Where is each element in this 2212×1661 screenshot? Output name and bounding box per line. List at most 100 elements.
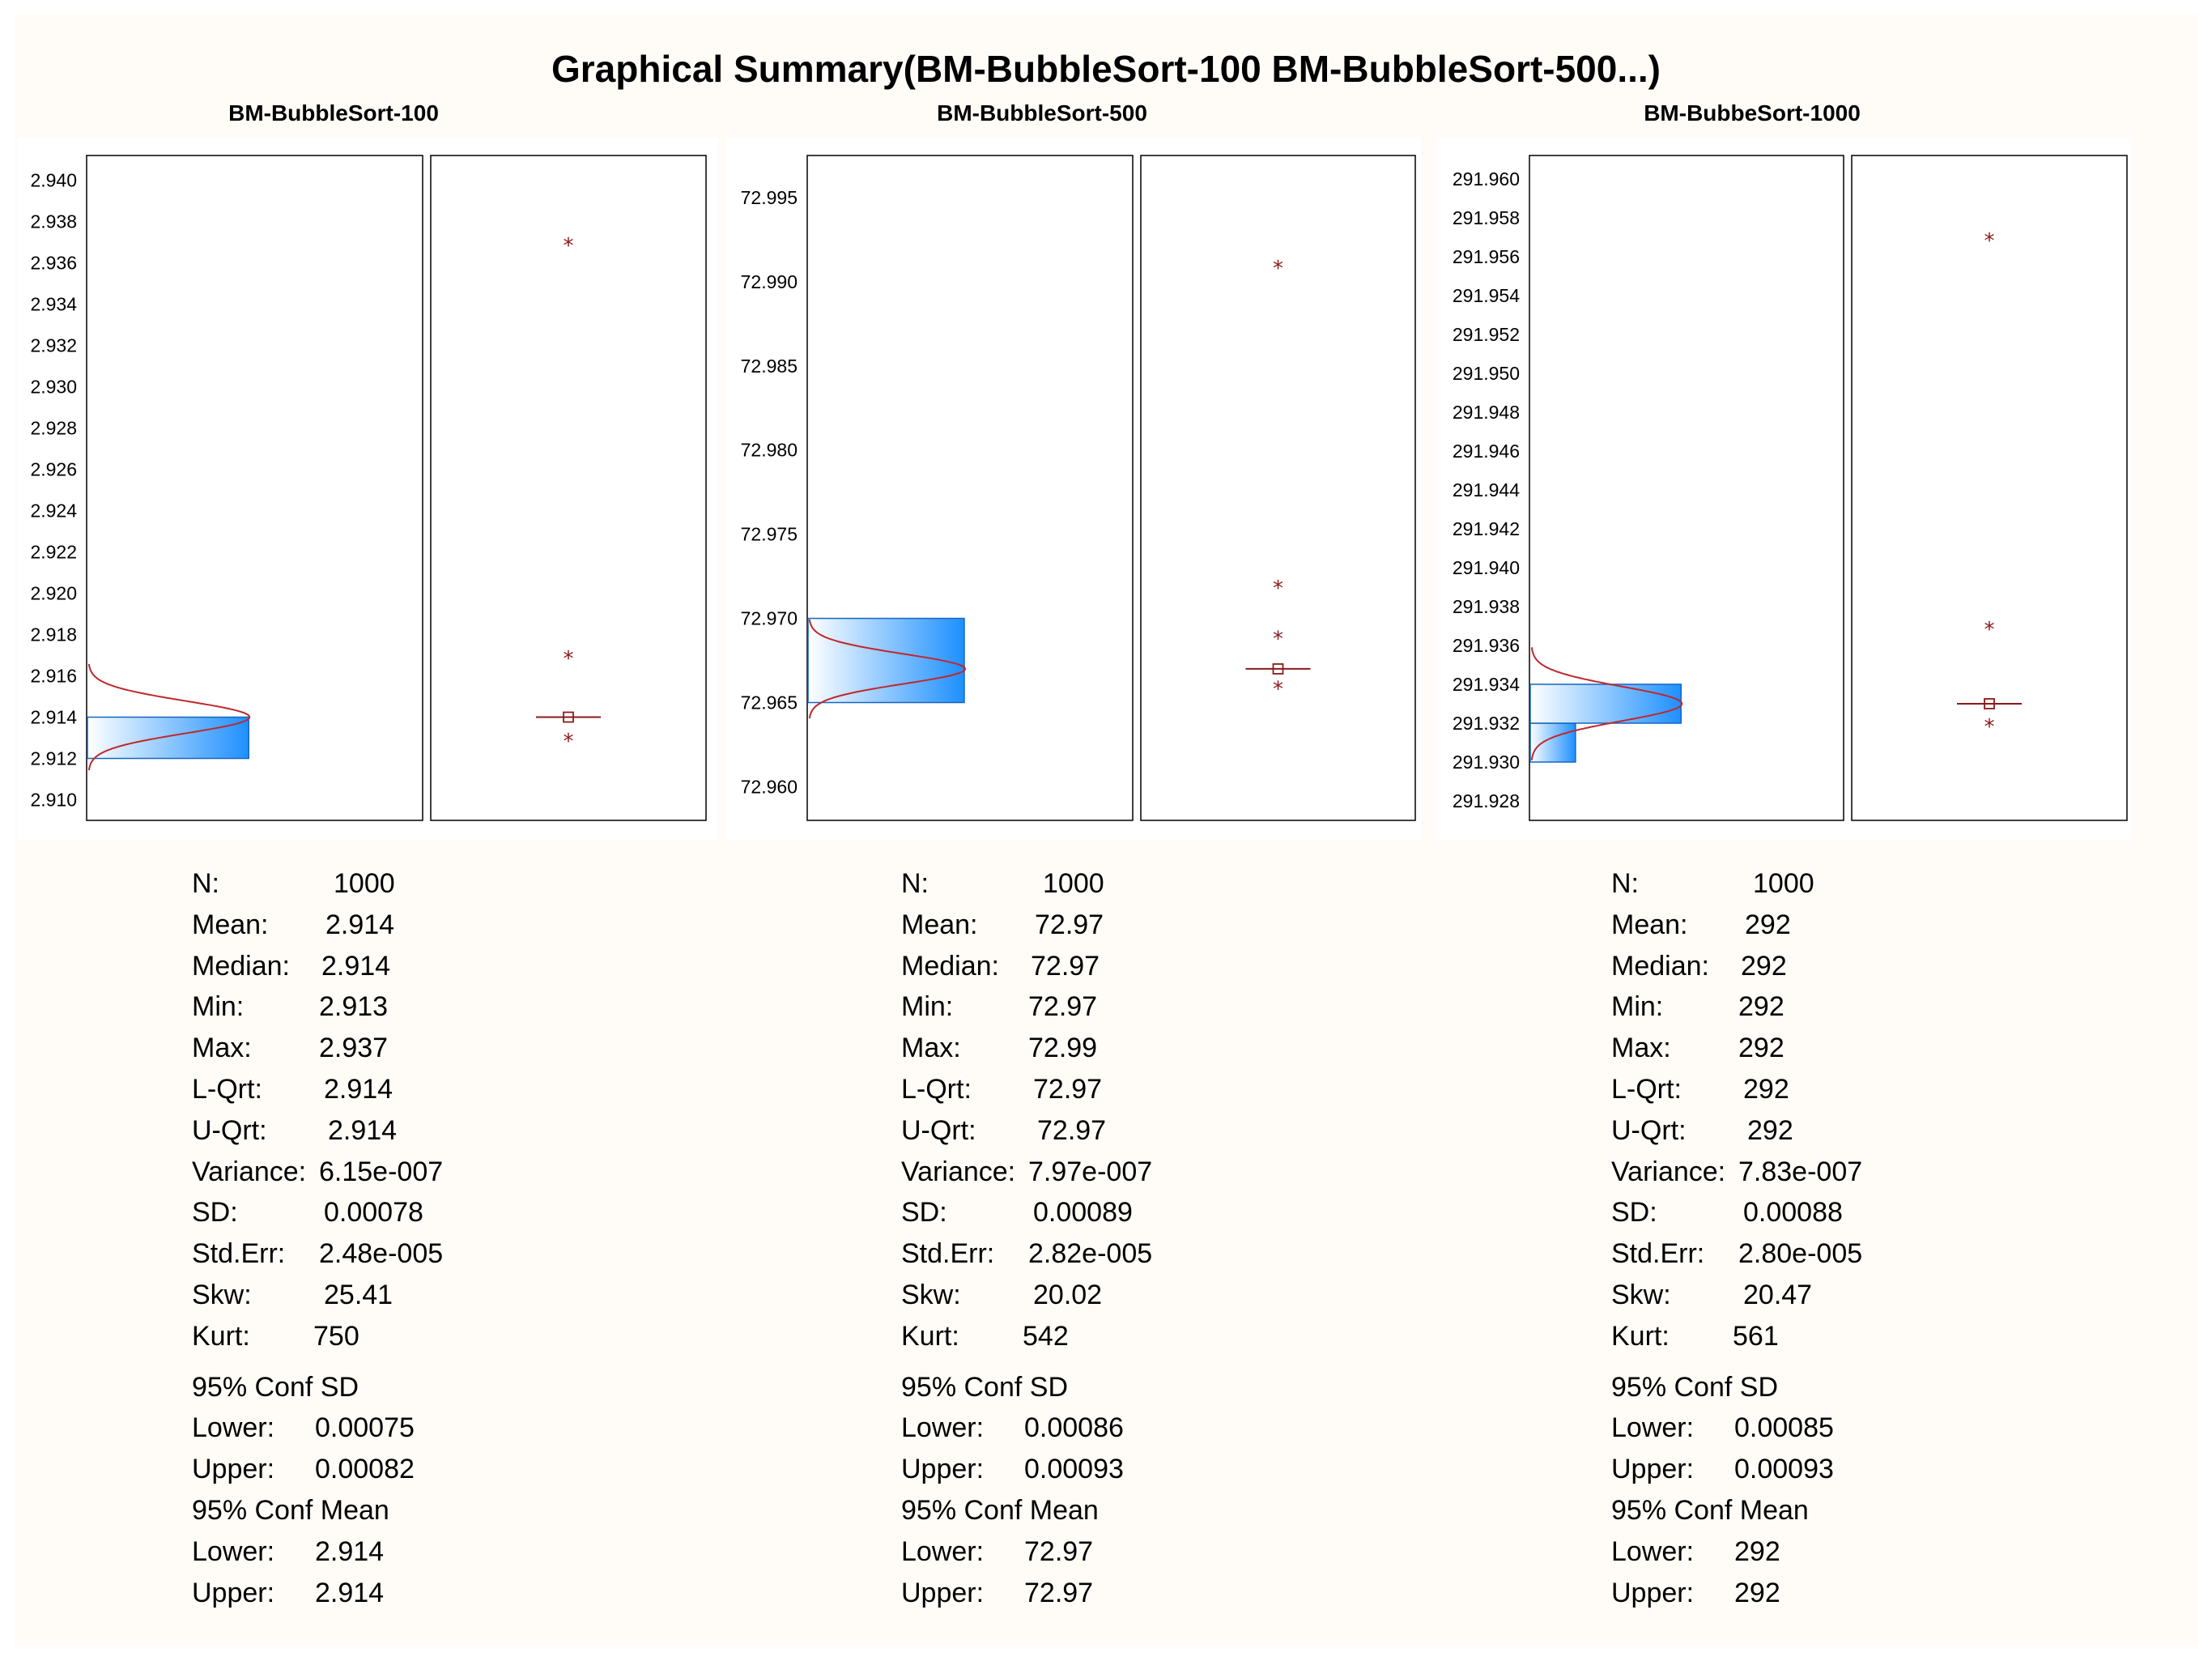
y-tick-label: 291.950 — [1453, 363, 1520, 384]
stat-label: U-Qrt: — [192, 1114, 267, 1146]
histogram-frame — [86, 155, 423, 821]
stat-value: 2.82e-005 — [1028, 1238, 1153, 1270]
stat-label: L-Qrt: — [1611, 1073, 1682, 1105]
stat-row: Mean: 2.914 — [192, 909, 597, 951]
conf-mean-lower: 292 — [1734, 1535, 1780, 1567]
stat-value: 2.914 — [328, 1114, 398, 1146]
stat-row: Min: 2.913 — [192, 991, 597, 1033]
panel-title-2: BM-BubbleSort-500 — [937, 100, 1147, 126]
y-tick-label: 2.936 — [30, 253, 77, 274]
y-tick-label: 291.958 — [1453, 207, 1520, 228]
outlier-point: * — [1984, 715, 1995, 739]
outlier-point: * — [1984, 229, 1995, 253]
conf-mean-upper-label: Upper: — [1611, 1577, 1695, 1608]
conf-sd-lower: 0.00085 — [1734, 1412, 1834, 1444]
stat-label: N: — [1611, 868, 1639, 899]
histogram-frame — [806, 155, 1134, 821]
stat-row: Variance: 7.83e-007 — [1611, 1156, 2016, 1198]
histogram-bar — [87, 716, 249, 760]
conf-sd-upper-label: Upper: — [192, 1454, 275, 1485]
stat-value: 2.48e-005 — [319, 1238, 444, 1270]
stat-label: Kurt: — [901, 1320, 959, 1352]
y-tick-label: 291.940 — [1453, 557, 1520, 578]
conf-sd-upper-label: Upper: — [901, 1454, 985, 1485]
panel-title-1: BM-BubbleSort-100 — [228, 100, 439, 126]
stat-row: Variance: 7.97e-007 — [901, 1156, 1306, 1198]
stat-label: Skw: — [192, 1279, 252, 1310]
stat-label: Min: — [901, 991, 954, 1023]
stat-row: Mean: 292 — [1611, 909, 2016, 951]
mean-marker — [563, 711, 574, 723]
stat-label: Max: — [192, 1033, 252, 1064]
conf-mean-heading: 95% Conf Mean — [901, 1494, 1099, 1526]
conf-sd-lower-label: Lower: — [1611, 1412, 1695, 1444]
stat-value: 292 — [1745, 909, 1791, 940]
stat-label: Skw: — [901, 1279, 961, 1310]
stat-row: Std.Err: 2.80e-005 — [1611, 1238, 2016, 1280]
y-tick-label: 2.910 — [30, 790, 77, 811]
stat-value: 750 — [313, 1320, 359, 1352]
conf-sd-upper: 0.00082 — [315, 1454, 415, 1485]
stat-value: 2.914 — [325, 909, 395, 940]
conf-mean-heading: 95% Conf Mean — [1611, 1494, 1809, 1526]
stat-label: Variance: — [1611, 1156, 1726, 1187]
y-tick-label: 2.920 — [30, 583, 77, 604]
conf-sd-heading: 95% Conf SD — [901, 1371, 1068, 1403]
stat-label: Max: — [1611, 1033, 1671, 1064]
y-tick-label: 291.930 — [1453, 752, 1520, 773]
conf-sd-lower: 0.00086 — [1024, 1412, 1124, 1444]
stat-value: 292 — [1741, 950, 1787, 982]
stat-label: SD: — [1611, 1197, 1657, 1229]
y-tick-label: 2.928 — [30, 418, 77, 439]
conf-sd-upper: 0.00093 — [1024, 1454, 1124, 1485]
y-tick-label: 291.936 — [1453, 635, 1520, 656]
stat-row: N: 1000 — [1611, 868, 2016, 909]
conf-mean-lower-label: Lower: — [901, 1535, 985, 1567]
stat-row: U-Qrt: 2.914 — [192, 1115, 597, 1156]
stat-label: Mean: — [901, 909, 978, 940]
outlier-point: * — [1273, 678, 1283, 702]
y-tick-label: 2.922 — [30, 542, 77, 563]
conf-mean-upper: 2.914 — [315, 1577, 385, 1608]
stat-value: 20.47 — [1743, 1279, 1813, 1310]
stat-label: Min: — [192, 991, 245, 1023]
stat-value: 6.15e-007 — [319, 1156, 444, 1187]
mean-marker — [1272, 663, 1284, 675]
y-tick-label: 291.956 — [1453, 246, 1520, 267]
conf-mean-lower: 72.97 — [1024, 1535, 1094, 1567]
stat-row: Skw: 20.47 — [1611, 1280, 2016, 1321]
histogram-bar — [1529, 684, 1682, 724]
y-tick-label: 291.932 — [1453, 713, 1520, 734]
stat-value: 2.914 — [321, 950, 391, 982]
stat-value: 20.02 — [1033, 1279, 1103, 1310]
stat-label: U-Qrt: — [901, 1114, 976, 1146]
stat-row: L-Qrt: 292 — [1611, 1074, 2016, 1115]
stat-label: Mean: — [192, 909, 269, 940]
normal-curve — [1530, 647, 1683, 760]
stat-label: U-Qrt: — [1611, 1114, 1687, 1146]
stat-row: N: 1000 — [901, 868, 1306, 909]
y-tick-label: 291.944 — [1453, 479, 1520, 500]
stat-label: Std.Err: — [192, 1238, 286, 1270]
stat-row: Std.Err: 2.48e-005 — [192, 1238, 597, 1280]
stat-value: 2.913 — [319, 991, 389, 1023]
stat-row: Max: 72.99 — [901, 1033, 1306, 1074]
y-tick-label: 72.965 — [741, 692, 798, 713]
stat-value: 72.97 — [1037, 1114, 1107, 1146]
y-tick-label: 291.946 — [1453, 441, 1520, 462]
stat-value: 0.00088 — [1743, 1197, 1843, 1229]
normal-curve — [808, 619, 967, 719]
conf-sd-heading: 95% Conf SD — [192, 1371, 359, 1403]
stat-label: Median: — [1611, 950, 1709, 982]
stat-value: 72.99 — [1028, 1033, 1098, 1064]
stats-rows: N: 1000 Mean: 2.914 Median: 2.914 Min: 2.913 Max… — [192, 868, 597, 1362]
stat-row: Mean: 72.97 — [901, 909, 1306, 951]
stat-row: Skw: 20.02 — [901, 1280, 1306, 1321]
y-tick-label: 2.914 — [30, 707, 77, 728]
panel-title-3: BM-BubbeSort-1000 — [1644, 100, 1861, 126]
conf-sd-lower-label: Lower: — [901, 1412, 985, 1444]
stat-value: 1000 — [1753, 868, 1814, 899]
y-tick-label: 2.932 — [30, 335, 77, 356]
stat-row: Median: 2.914 — [192, 951, 597, 992]
